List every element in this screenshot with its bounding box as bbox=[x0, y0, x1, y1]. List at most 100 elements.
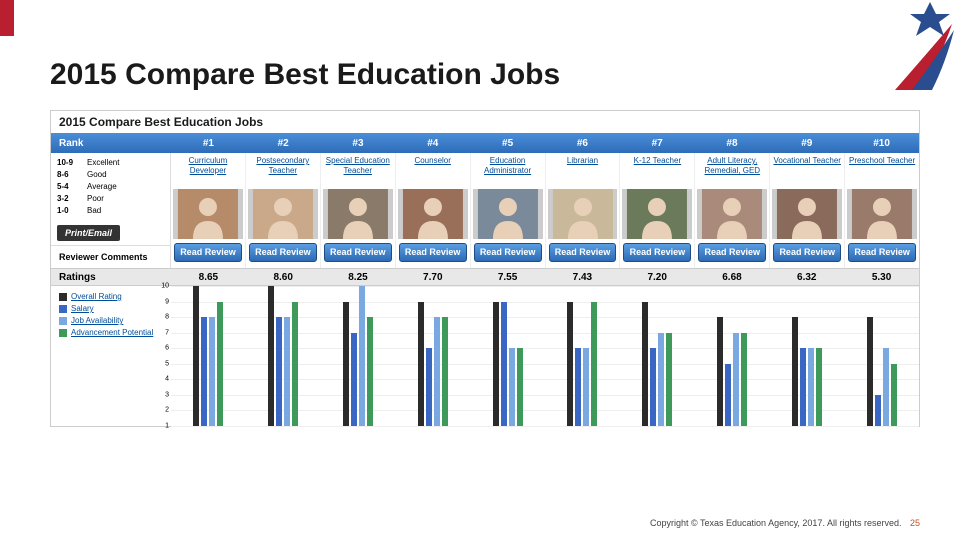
read-review-button[interactable]: Read Review bbox=[474, 243, 542, 262]
job-photo bbox=[248, 189, 318, 239]
rating-value: 7.70 bbox=[395, 272, 470, 283]
job-title-link[interactable]: Adult Literacy, Remedial, GED bbox=[695, 153, 769, 189]
job-column: Vocational Teacher Read Review bbox=[770, 153, 845, 268]
metric-legend-item: Advancement Potential bbox=[59, 328, 163, 337]
job-title-link[interactable]: K-12 Teacher bbox=[620, 153, 694, 189]
job-title-link[interactable]: Librarian bbox=[546, 153, 620, 189]
read-review-button[interactable]: Read Review bbox=[698, 243, 766, 262]
read-review-button[interactable]: Read Review bbox=[174, 243, 242, 262]
scale-legend-row: 5-4Average bbox=[57, 181, 164, 193]
job-photo bbox=[622, 189, 692, 239]
chart-bar bbox=[867, 317, 873, 426]
chart-bar bbox=[891, 364, 897, 426]
job-column: Adult Literacy, Remedial, GED Read Review bbox=[695, 153, 770, 268]
ratings-chart: Overall Rating Salary Job Availability Adva… bbox=[51, 286, 919, 426]
rating-scale-legend: 10-9Excellent8-6Good5-4Average3-2Poor1-0… bbox=[51, 153, 170, 221]
chart-bar bbox=[367, 317, 373, 426]
read-review-button[interactable]: Read Review bbox=[399, 243, 467, 262]
metric-label-link[interactable]: Job Availability bbox=[71, 316, 123, 325]
rating-value: 7.20 bbox=[620, 272, 695, 283]
chart-bar-group bbox=[395, 286, 470, 426]
chart-bar bbox=[193, 286, 199, 426]
job-title-link[interactable]: Preschool Teacher bbox=[845, 153, 919, 189]
copyright-text: Copyright © Texas Education Agency, 2017… bbox=[650, 518, 901, 528]
chart-bar bbox=[517, 348, 523, 426]
read-review-button[interactable]: Read Review bbox=[249, 243, 317, 262]
read-review-button[interactable]: Read Review bbox=[623, 243, 691, 262]
rank-header-cell: #8 bbox=[695, 138, 770, 149]
job-title-link[interactable]: Vocational Teacher bbox=[770, 153, 844, 189]
job-column: Librarian Read Review bbox=[546, 153, 621, 268]
chart-bar bbox=[359, 286, 365, 426]
chart-bar-group bbox=[695, 286, 770, 426]
chart-plot-area bbox=[171, 286, 919, 426]
job-photo bbox=[847, 189, 917, 239]
reviewer-comments-label: Reviewer Comments bbox=[51, 245, 170, 268]
chart-bar-group bbox=[620, 286, 695, 426]
chart-bar bbox=[666, 333, 672, 426]
print-email-button[interactable]: Print/Email bbox=[57, 225, 120, 241]
metric-legend-item: Overall Rating bbox=[59, 292, 163, 301]
chart-bar bbox=[741, 333, 747, 426]
rating-value: 6.68 bbox=[695, 272, 770, 283]
job-column: Special Education Teacher Read Review bbox=[321, 153, 396, 268]
rating-value: 7.43 bbox=[545, 272, 620, 283]
job-title-link[interactable]: Education Administrator bbox=[471, 153, 545, 189]
chart-bar bbox=[800, 348, 806, 426]
metric-label-link[interactable]: Overall Rating bbox=[71, 292, 122, 301]
job-title-link[interactable]: Postsecondary Teacher bbox=[246, 153, 320, 189]
metric-legend-item: Job Availability bbox=[59, 316, 163, 325]
rank-header-cell: #2 bbox=[246, 138, 321, 149]
ratings-label: Ratings bbox=[51, 272, 171, 283]
chart-bar bbox=[343, 302, 349, 426]
chart-bar bbox=[434, 317, 440, 426]
read-review-button[interactable]: Read Review bbox=[324, 243, 392, 262]
job-photo bbox=[398, 189, 468, 239]
chart-bar bbox=[351, 333, 357, 426]
chart-bar-group bbox=[246, 286, 321, 426]
job-photo bbox=[697, 189, 767, 239]
chart-bar-group bbox=[545, 286, 620, 426]
rating-value: 8.60 bbox=[246, 272, 321, 283]
chart-bar bbox=[201, 317, 207, 426]
rating-value: 5.30 bbox=[844, 272, 919, 283]
job-column: Curriculum Developer Read Review bbox=[171, 153, 246, 268]
job-photo bbox=[173, 189, 243, 239]
metric-swatch bbox=[59, 329, 67, 337]
job-column: Education Administrator Read Review bbox=[471, 153, 546, 268]
job-photo bbox=[548, 189, 618, 239]
read-review-button[interactable]: Read Review bbox=[848, 243, 916, 262]
metric-swatch bbox=[59, 293, 67, 301]
job-column: Postsecondary Teacher Read Review bbox=[246, 153, 321, 268]
job-title-link[interactable]: Curriculum Developer bbox=[171, 153, 245, 189]
chart-y-axis: 10987654321 bbox=[157, 286, 171, 426]
job-column: K-12 Teacher Read Review bbox=[620, 153, 695, 268]
footer: Copyright © Texas Education Agency, 2017… bbox=[650, 518, 920, 528]
chart-bar bbox=[442, 317, 448, 426]
chart-bar bbox=[808, 348, 814, 426]
chart-bar bbox=[567, 302, 573, 426]
rank-header-row: Rank #1#2#3#4#5#6#7#8#9#10 bbox=[51, 133, 919, 153]
job-title-link[interactable]: Counselor bbox=[396, 153, 470, 189]
chart-bar bbox=[575, 348, 581, 426]
chart-bar bbox=[268, 286, 274, 426]
chart-bar bbox=[509, 348, 515, 426]
job-title-link[interactable]: Special Education Teacher bbox=[321, 153, 395, 189]
read-review-button[interactable]: Read Review bbox=[773, 243, 841, 262]
chart-bar-group bbox=[844, 286, 919, 426]
read-review-button[interactable]: Read Review bbox=[549, 243, 617, 262]
chart-bar-group bbox=[171, 286, 246, 426]
chart-bar bbox=[883, 348, 889, 426]
metric-swatch bbox=[59, 317, 67, 325]
chart-bar bbox=[792, 317, 798, 426]
job-photo bbox=[772, 189, 842, 239]
rating-value: 8.65 bbox=[171, 272, 246, 283]
scale-legend-row: 10-9Excellent bbox=[57, 157, 164, 169]
job-column: Counselor Read Review bbox=[396, 153, 471, 268]
metric-label-link[interactable]: Salary bbox=[71, 304, 94, 313]
rank-header-cell: #6 bbox=[545, 138, 620, 149]
metric-label-link[interactable]: Advancement Potential bbox=[71, 328, 153, 337]
rating-value: 6.32 bbox=[769, 272, 844, 283]
job-photo bbox=[473, 189, 543, 239]
comparison-panel: 2015 Compare Best Education Jobs Rank #1… bbox=[50, 110, 920, 427]
